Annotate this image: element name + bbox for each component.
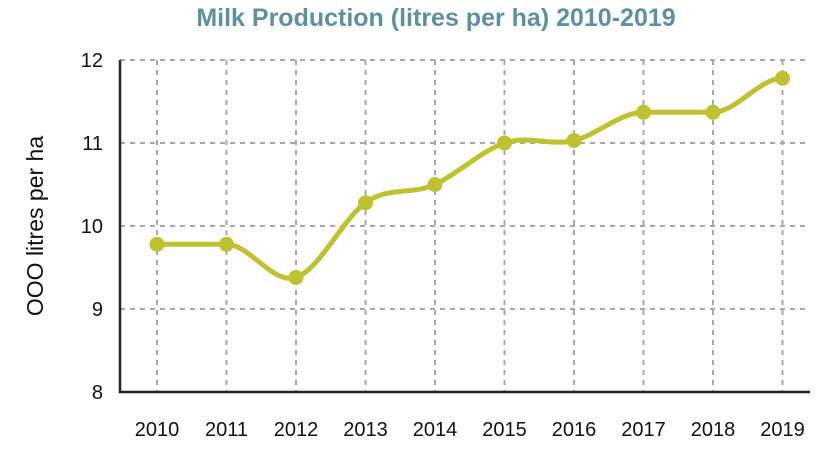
y-gridlines [120, 59, 810, 310]
x-tick-label-2011: 2011 [205, 419, 248, 441]
y-axis-title: OOO litres per ha [22, 136, 48, 316]
chart-title: Milk Production (litres per ha) 2010-201… [196, 4, 676, 32]
x-tick-labels: 2010 2011 2012 2013 2014 2015 2016 2017 2018 2019 [135, 419, 805, 441]
data-point-2010 [149, 236, 165, 252]
y-tick-label-10: 10 [81, 216, 103, 238]
x-tick-label-2016: 2016 [552, 419, 597, 441]
y-tick-label-9: 9 [92, 299, 103, 321]
x-tick-label-2010: 2010 [135, 419, 180, 441]
y-tick-label-11: 11 [82, 133, 103, 155]
series-line [154, 75, 785, 281]
x-tick-label-2014: 2014 [413, 419, 458, 441]
data-point-2015 [497, 135, 512, 151]
data-point-2019 [775, 70, 790, 86]
data-point-2011 [219, 236, 234, 252]
data-point-2013 [358, 195, 373, 211]
x-tick-label-2013: 2013 [343, 419, 388, 441]
data-points [149, 70, 790, 285]
data-point-2018 [705, 104, 721, 120]
y-tick-labels: 8 9 10 11 12 [81, 50, 103, 404]
data-point-2012 [288, 269, 304, 285]
x-tick-label-2018: 2018 [691, 419, 736, 441]
y-tick-label-8: 8 [92, 382, 103, 404]
x-tick-label-2019: 2019 [760, 419, 805, 441]
data-point-2016 [566, 133, 582, 149]
data-point-2017 [636, 104, 651, 120]
y-tick-label-12: 12 [81, 50, 103, 72]
data-point-2014 [427, 177, 443, 192]
x-tick-label-2015: 2015 [482, 419, 527, 441]
x-tick-label-2017: 2017 [621, 419, 666, 441]
x-tick-label-2012: 2012 [274, 419, 319, 441]
